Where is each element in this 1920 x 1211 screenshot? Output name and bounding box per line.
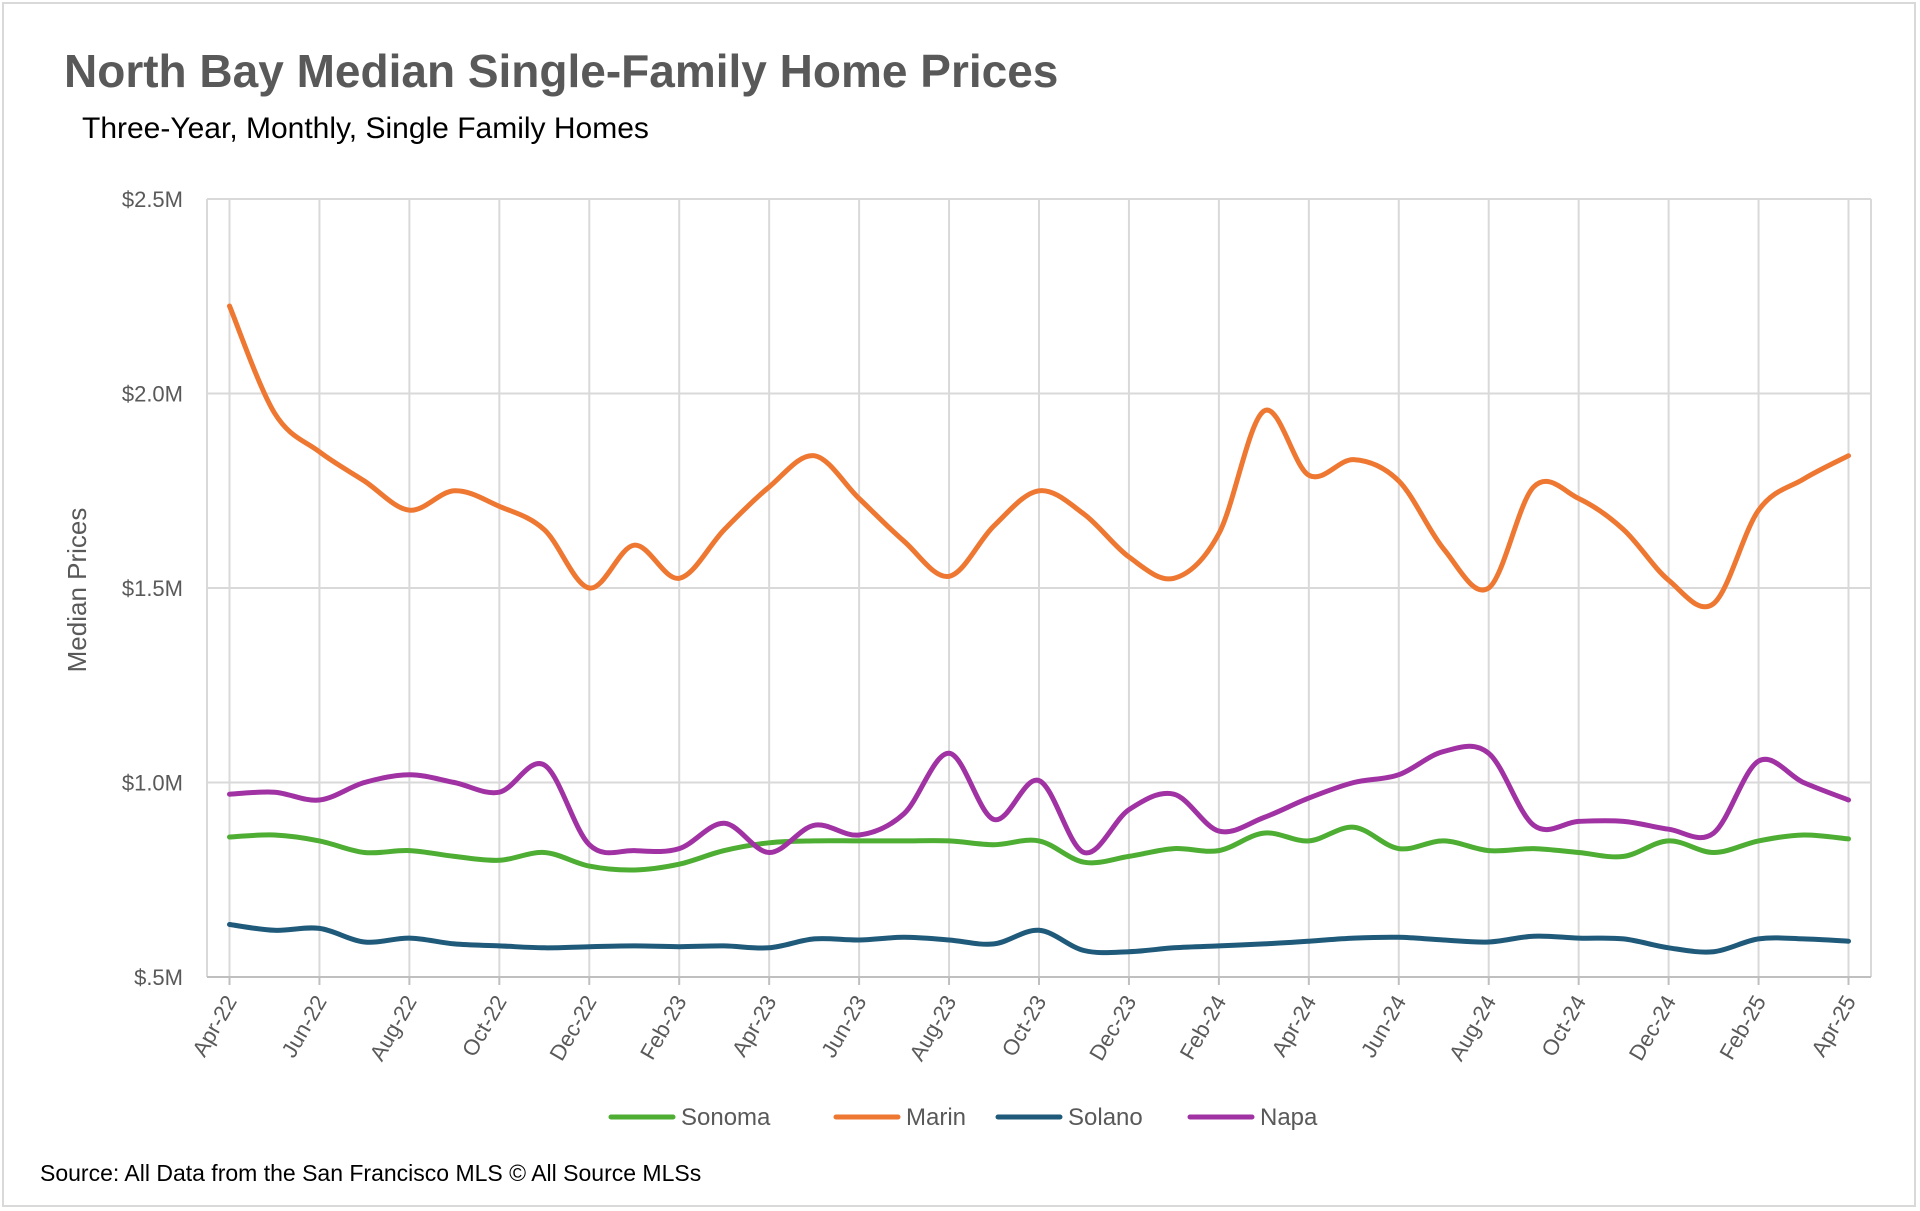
y-tick-label: $1.5M xyxy=(122,576,183,601)
x-tick-label: Dec-22 xyxy=(544,991,601,1065)
x-tick-label: Apr-25 xyxy=(1806,991,1861,1061)
axes: $.5M $1.0M $1.5M $2.0M $2.5M Apr-22 Jun-22 Aug-… xyxy=(122,187,1871,1065)
legend: Sonoma Marin Solano Napa xyxy=(608,1104,1318,1131)
x-tick-label: Aug-22 xyxy=(365,991,422,1065)
x-tick-label: Dec-23 xyxy=(1084,991,1141,1065)
y-tick-label: $2.5M xyxy=(122,187,183,212)
legend-label-solano: Solano xyxy=(1068,1104,1143,1131)
gridlines xyxy=(206,198,1872,978)
chart-title: North Bay Median Single-Family Home Pric… xyxy=(64,45,1059,97)
series-line-napa xyxy=(227,743,1851,856)
x-tick-label: Oct-23 xyxy=(997,991,1052,1061)
x-tick-label: Feb-23 xyxy=(635,991,692,1064)
x-tick-label: Apr-23 xyxy=(727,991,782,1061)
series-line-marin xyxy=(227,303,1851,610)
x-tick-label: Feb-25 xyxy=(1714,991,1771,1064)
series-line-sonoma xyxy=(227,824,1851,873)
legend-label-napa: Napa xyxy=(1260,1104,1318,1131)
x-tick-label: Oct-22 xyxy=(457,991,512,1061)
x-tick-label: Apr-24 xyxy=(1266,991,1321,1061)
y-tick-label: $2.0M xyxy=(122,382,183,407)
x-tick-label: Feb-24 xyxy=(1175,991,1232,1064)
x-tick-label: Jun-23 xyxy=(816,991,871,1062)
x-tick-label: Aug-24 xyxy=(1444,991,1501,1065)
y-tick-label: $1.0M xyxy=(122,771,183,796)
y-tick-label: $.5M xyxy=(134,965,183,990)
x-tick-label: Dec-24 xyxy=(1624,991,1681,1065)
x-tick-label: Jun-22 xyxy=(276,991,331,1062)
chart-subtitle: Three-Year, Monthly, Single Family Homes xyxy=(82,112,649,145)
legend-label-marin: Marin xyxy=(906,1104,966,1131)
x-tick-label: Aug-23 xyxy=(904,991,961,1065)
series-lines xyxy=(227,303,1851,956)
legend-label-sonoma: Sonoma xyxy=(681,1104,771,1131)
x-tick-label: Apr-22 xyxy=(187,991,242,1061)
x-tick-label: Jun-24 xyxy=(1356,991,1411,1062)
source-note: Source: All Data from the San Francisco … xyxy=(40,1160,702,1186)
y-axis-title: Median Prices xyxy=(62,508,92,673)
series-line-solano xyxy=(227,922,1851,956)
x-tick-label: Oct-24 xyxy=(1536,991,1591,1061)
